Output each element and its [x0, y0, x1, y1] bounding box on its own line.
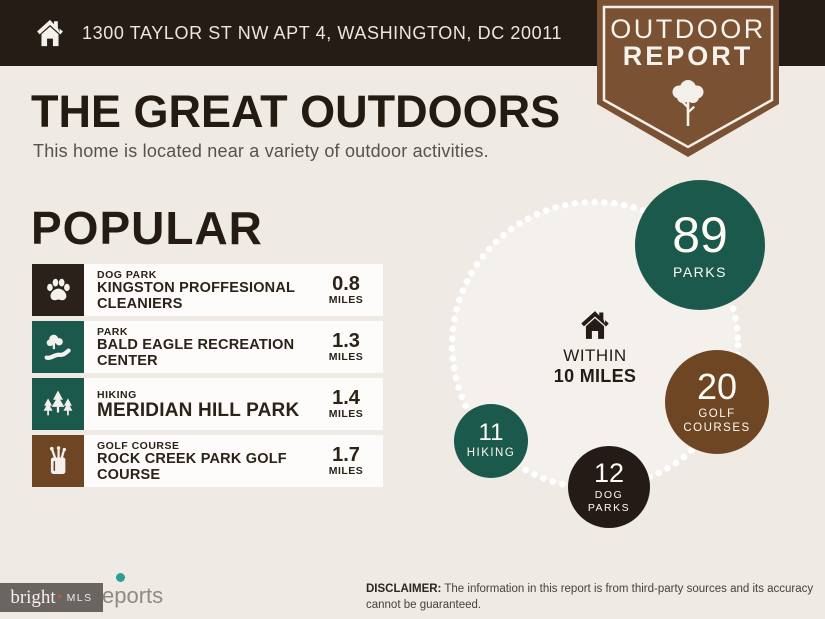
radius-center-label: WITHIN 10 MILES — [535, 308, 655, 387]
logo-dot-icon — [116, 573, 125, 582]
stat-circle-dog-parks: 12 DOG PARKS — [568, 446, 650, 528]
list-item-golf-course: GOLF COURSE ROCK CREEK PARK GOLF COURSE … — [32, 435, 383, 487]
home-icon — [37, 19, 63, 47]
bright-mls-logo: bright + MLS — [0, 583, 103, 612]
golf-bag-icon — [32, 435, 84, 487]
stat-circle-parks: 89 PARKS — [635, 180, 765, 310]
poi-distance-unit: MILES — [328, 351, 364, 363]
disclaimer: DISCLAIMER: The information in this repo… — [366, 581, 824, 613]
stat-value: 11 — [478, 419, 504, 447]
stat-value: 12 — [593, 457, 625, 488]
poi-name: ROCK CREEK PARK GOLF COURSE — [97, 451, 287, 483]
popular-section-title: POPULAR — [31, 202, 263, 254]
radius-miles-text: 10 MILES — [553, 366, 637, 386]
popular-list: DOG PARK KINGSTON PROFFESIONAL CLEANIERS… — [32, 264, 383, 492]
home-icon — [581, 311, 609, 339]
poi-distance-unit: MILES — [328, 294, 364, 306]
poi-distance: 1.7 — [332, 444, 360, 466]
reports-watermark-text: eports — [102, 583, 164, 608]
paw-icon — [32, 264, 84, 316]
list-item-park: PARK BALD EAGLE RECREATION CENTER 1.3 MI… — [32, 321, 383, 373]
poi-name: MERIDIAN HILL PARK — [97, 399, 300, 421]
poi-category: DOG PARK — [97, 269, 157, 282]
logo-plus-icon: + — [56, 592, 63, 603]
park-tree-icon — [32, 321, 84, 373]
poi-distance: 0.8 — [332, 273, 360, 295]
poi-name: KINGSTON PROFFESIONAL CLEANIERS — [97, 280, 295, 312]
poi-distance: 1.3 — [332, 330, 360, 352]
badge-title-line2: REPORT — [622, 41, 754, 71]
outdoor-report-badge: OUTDOOR REPORT — [597, 0, 779, 160]
stat-value: 20 — [696, 365, 738, 407]
stat-circle-hiking: 11 HIKING — [454, 404, 528, 478]
poi-category: PARK — [97, 326, 128, 339]
stat-circle-golf-courses: 20 GOLF COURSES — [665, 350, 769, 454]
poi-name: BALD EAGLE RECREATION CENTER — [97, 337, 295, 369]
poi-distance-unit: MILES — [328, 408, 364, 420]
property-address: 1300 TAYLOR ST NW APT 4, WASHINGTON, DC … — [82, 22, 563, 43]
logo-suffix-text: MLS — [66, 591, 93, 604]
page-subtitle: This home is located near a variety of o… — [33, 141, 489, 161]
poi-distance: 1.4 — [332, 387, 360, 409]
list-item-dog-park: DOG PARK KINGSTON PROFFESIONAL CLEANIERS… — [32, 264, 383, 316]
badge-ribbon-shape — [597, 0, 779, 157]
poi-category: GOLF COURSE — [97, 440, 180, 453]
list-item-hiking: HIKING MERIDIAN HILL PARK 1.4 MILES — [32, 378, 383, 430]
poi-distance-unit: MILES — [328, 465, 364, 477]
disclaimer-label: DISCLAIMER: — [366, 583, 442, 595]
logo-brand-text: bright — [10, 587, 56, 608]
badge-title-line1: OUTDOOR — [610, 14, 766, 44]
stat-label: GOLF COURSES — [683, 407, 751, 434]
stat-label: PARKS — [673, 263, 727, 280]
pine-trees-icon — [32, 378, 84, 430]
disclaimer-text: The information in this report is from t… — [366, 583, 814, 612]
poi-category: HIKING — [97, 388, 137, 401]
page-title: THE GREAT OUTDOORS — [31, 86, 561, 137]
stat-value: 89 — [672, 206, 728, 263]
stat-label: HIKING — [466, 447, 516, 460]
tree-icon — [672, 80, 704, 126]
stat-label: DOG PARKS — [587, 488, 631, 514]
radius-within-text: WITHIN — [563, 346, 627, 365]
